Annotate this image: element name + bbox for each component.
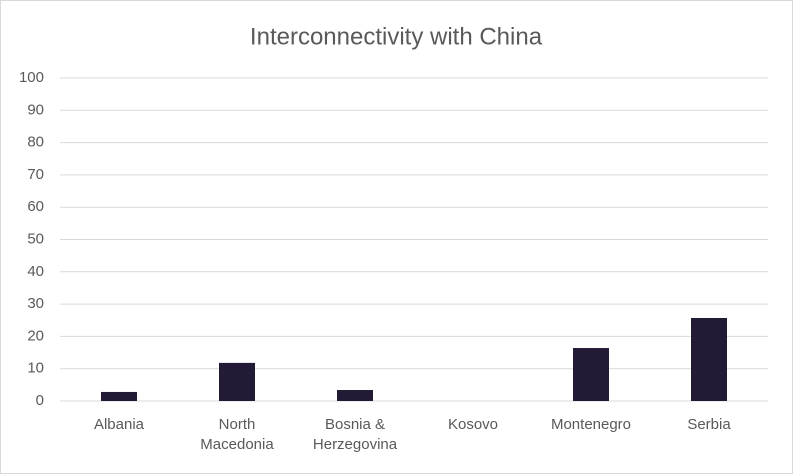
bar xyxy=(573,348,609,401)
bar xyxy=(337,390,373,401)
chart-title: Interconnectivity with China xyxy=(250,23,543,50)
y-tick-label: 60 xyxy=(27,198,44,215)
x-tick-label: Albania xyxy=(93,416,145,433)
x-tick-label: North Macedonia xyxy=(200,416,274,453)
bar xyxy=(101,391,137,401)
y-tick-label: 10 xyxy=(27,360,44,377)
y-tick-label: 20 xyxy=(27,327,44,344)
bar xyxy=(691,317,727,401)
y-tick-label: 100 xyxy=(19,69,44,86)
y-tick-label: 0 xyxy=(36,392,44,409)
y-tick-label: 50 xyxy=(27,230,44,247)
y-tick-label: 80 xyxy=(27,134,44,151)
x-tick-label: Kosovo xyxy=(447,416,499,433)
y-tick-label: 70 xyxy=(27,166,44,183)
y-tick-label: 90 xyxy=(27,101,44,118)
x-tick-label: Bosnia & Herzegovina xyxy=(312,416,398,453)
x-tick-label: Serbia xyxy=(687,416,731,433)
x-tick-label: Montenegro xyxy=(550,416,632,433)
y-tick-label: 40 xyxy=(27,263,44,280)
bar xyxy=(219,362,255,401)
y-tick-label: 30 xyxy=(27,295,44,312)
